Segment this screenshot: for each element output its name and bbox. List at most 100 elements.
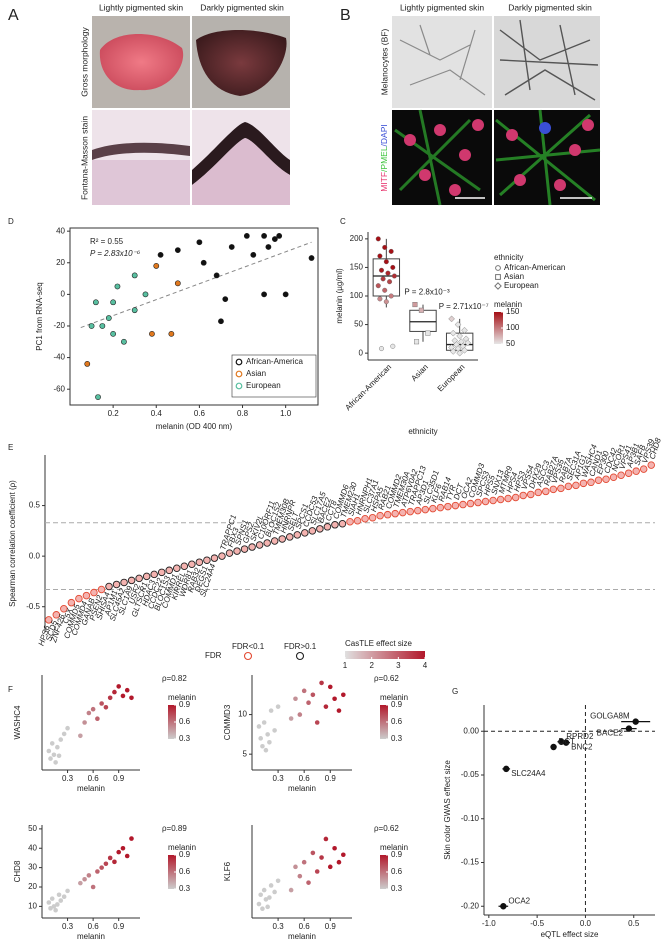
colorbar-tick-label: 0.6 xyxy=(391,867,403,876)
annotation: ρ=0.89 xyxy=(162,824,187,833)
photo-stain-dark xyxy=(192,110,290,205)
point xyxy=(562,739,570,746)
legend-symbol xyxy=(235,358,243,366)
point xyxy=(127,576,136,585)
point xyxy=(84,361,91,367)
y-tick-label: 50 xyxy=(354,320,363,329)
point xyxy=(464,339,472,347)
point xyxy=(142,291,149,298)
legend-box xyxy=(231,354,317,398)
point xyxy=(258,736,263,741)
point xyxy=(456,349,463,357)
point-label: SLC24A4 xyxy=(511,769,546,778)
point xyxy=(110,330,117,337)
point xyxy=(388,248,394,254)
point xyxy=(594,476,603,485)
point xyxy=(418,307,424,313)
y-tick-label: 0 xyxy=(61,289,66,298)
point xyxy=(46,748,52,754)
point xyxy=(196,239,203,246)
y-tick-label: 0.5 xyxy=(29,501,41,510)
colorbar-tick-label: 0.9 xyxy=(179,700,191,709)
annotation: ρ=0.82 xyxy=(162,674,187,683)
point xyxy=(632,718,639,725)
point xyxy=(129,836,134,841)
point xyxy=(489,496,497,505)
point xyxy=(459,500,467,509)
y-tick-label: -0.5 xyxy=(26,602,40,611)
point xyxy=(248,543,256,551)
point xyxy=(448,315,455,323)
point-label: DCT xyxy=(559,737,576,746)
row-label: MITF/PMEL/DAPI xyxy=(379,124,389,192)
point xyxy=(120,578,128,587)
x-axis-label: eQTL effect size xyxy=(541,930,599,939)
point xyxy=(368,513,377,522)
point xyxy=(56,753,62,759)
colorbar-title: melanin xyxy=(494,300,522,309)
point xyxy=(451,501,460,510)
point xyxy=(632,467,640,475)
x-tick-label: 0.0 xyxy=(580,919,592,928)
point xyxy=(150,570,158,579)
point xyxy=(323,704,329,709)
point xyxy=(174,280,181,287)
y-tick-label: -0.20 xyxy=(461,901,480,910)
point xyxy=(316,525,324,533)
point xyxy=(51,904,57,909)
colorbar-tick-label: 0.6 xyxy=(179,717,191,726)
point xyxy=(157,568,166,577)
point xyxy=(414,506,422,515)
row-label: Gross morphology xyxy=(79,27,89,97)
point xyxy=(78,880,83,886)
point xyxy=(213,272,220,279)
x-tick-label: 0.6 xyxy=(299,774,311,783)
point xyxy=(82,591,91,600)
x-axis-label: melanin xyxy=(77,784,105,793)
y-tick-label: -0.15 xyxy=(461,858,480,867)
point xyxy=(550,743,557,751)
point xyxy=(105,315,112,321)
point xyxy=(103,861,109,867)
point-label: GOLGA8M xyxy=(590,712,630,721)
x-tick-label: 0.8 xyxy=(237,409,249,418)
y-axis-label: PC1 from RNA-seq xyxy=(35,282,44,350)
point xyxy=(45,616,53,624)
point xyxy=(564,482,573,491)
point xyxy=(97,585,106,594)
colorbar-tick-label: 1 xyxy=(343,661,348,670)
x-tick-label: Asian xyxy=(409,363,430,384)
point xyxy=(67,598,76,607)
legend-symbol xyxy=(235,370,243,378)
point xyxy=(256,901,262,907)
legend-label: African-America xyxy=(246,357,303,366)
point xyxy=(103,705,109,710)
point xyxy=(639,465,648,473)
x-axis-label: melanin xyxy=(77,932,105,941)
y-tick-label: -0.05 xyxy=(461,770,480,779)
point xyxy=(210,554,219,562)
point xyxy=(383,259,389,265)
y-tick-label: 200 xyxy=(350,234,364,243)
trend-line xyxy=(80,241,312,329)
point xyxy=(263,897,269,902)
point xyxy=(263,539,271,547)
point xyxy=(86,873,92,878)
legend-label: European xyxy=(246,381,281,390)
point xyxy=(436,503,445,512)
point xyxy=(383,299,389,305)
point xyxy=(504,494,512,503)
row-label: Melanocytes (BF) xyxy=(379,29,389,96)
panel-letter: G xyxy=(452,687,458,696)
point xyxy=(602,475,610,484)
point xyxy=(53,907,58,913)
point xyxy=(286,533,294,541)
point xyxy=(319,855,324,860)
colorbar-tick-label: 0.3 xyxy=(391,734,403,743)
x-tick-label: 0.9 xyxy=(325,922,337,931)
colorbar xyxy=(168,855,176,889)
point xyxy=(105,582,113,591)
point xyxy=(336,708,342,713)
